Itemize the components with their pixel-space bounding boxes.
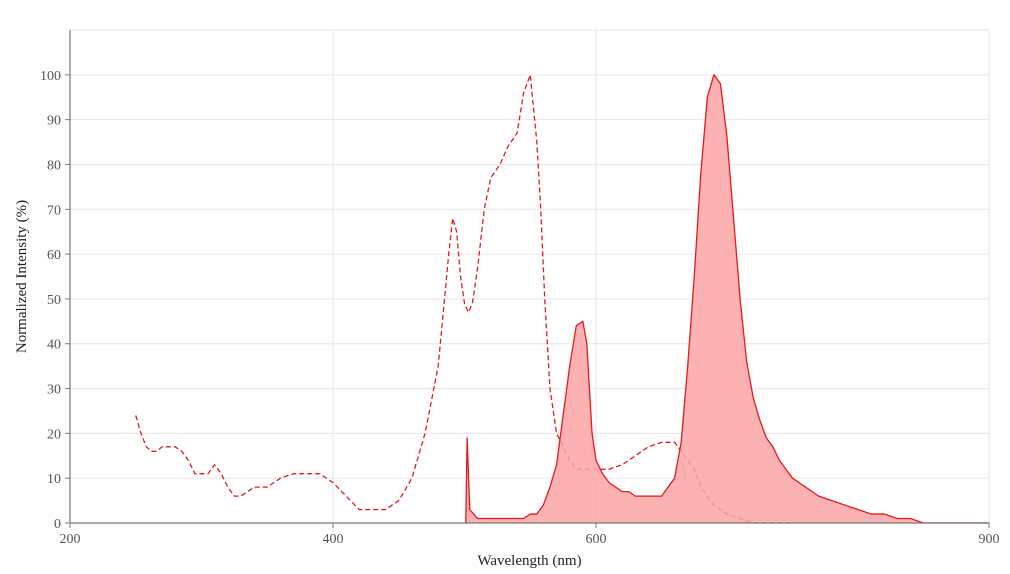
y-tick-label: 60 — [47, 248, 61, 263]
emission-area-fill — [465, 74, 989, 523]
y-tick-label: 50 — [47, 293, 61, 308]
tick-labels: 0 10 20 30 40 50 60 70 80 90 100 200 400 600 900 — [40, 69, 1000, 547]
y-tick-label: 20 — [47, 427, 61, 442]
y-axis-title: Normalized Intensity (%) — [14, 200, 30, 353]
x-tick-label: 200 — [60, 532, 81, 547]
y-tick-label: 100 — [40, 69, 61, 84]
y-tick-label: 80 — [47, 158, 61, 173]
excitation-dashed-line — [135, 74, 793, 524]
y-tick-label: 70 — [47, 203, 61, 218]
y-tick-label: 40 — [47, 338, 61, 353]
emission-line — [465, 74, 989, 524]
series-layer — [135, 74, 989, 524]
axes — [65, 30, 990, 528]
y-tick-label: 10 — [47, 472, 61, 487]
y-tick-label: 0 — [54, 517, 61, 532]
y-tick-label: 30 — [47, 383, 61, 398]
y-tick-label: 90 — [47, 114, 61, 129]
x-axis-title: Wavelength (nm) — [477, 553, 581, 569]
x-tick-label: 900 — [979, 532, 1000, 547]
x-tick-label: 600 — [586, 532, 607, 547]
grid-lines — [70, 29, 990, 523]
x-tick-label: 400 — [323, 532, 344, 547]
